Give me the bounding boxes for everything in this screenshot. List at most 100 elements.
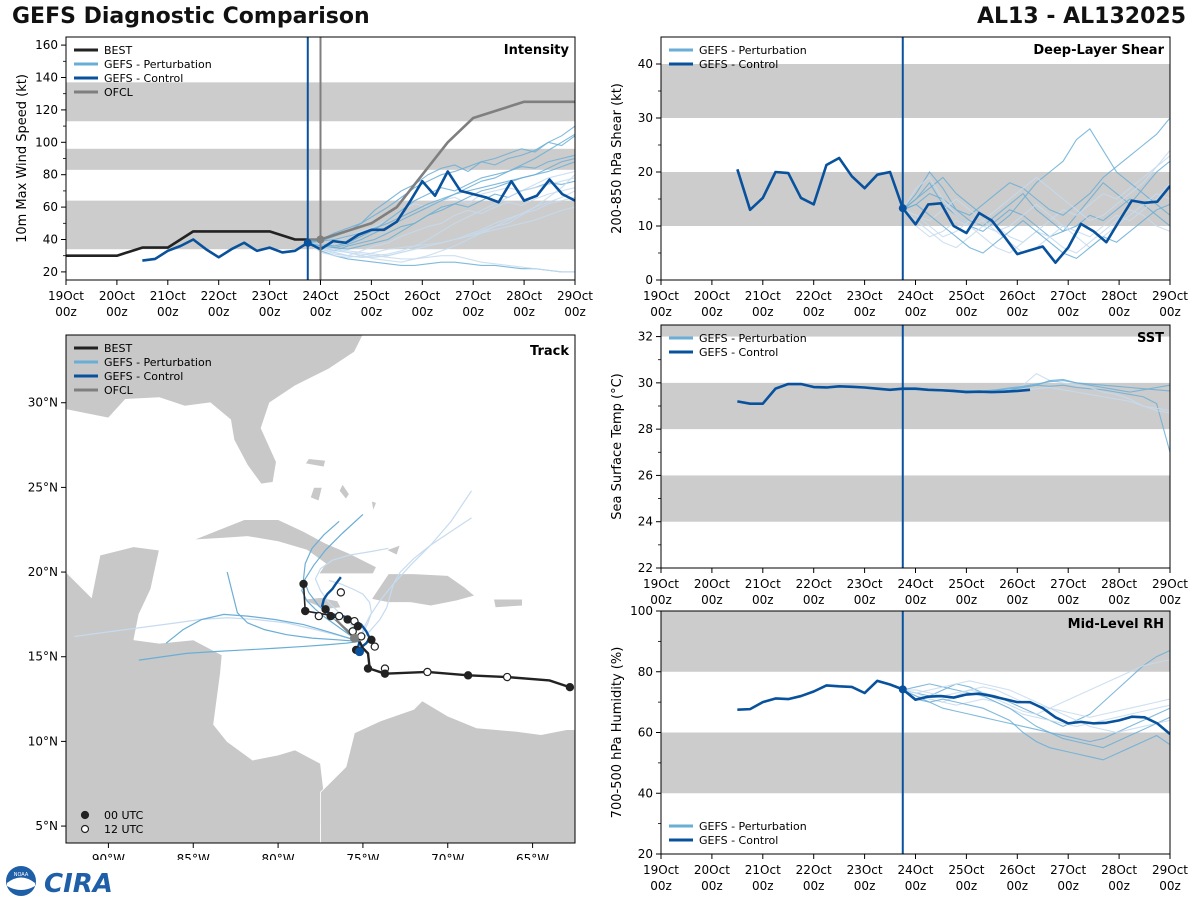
track-legend-label: OFCL bbox=[104, 384, 134, 397]
rh-xtick-label-hour: 00z bbox=[1057, 879, 1079, 893]
intensity-xtick-label-date: 21Oct bbox=[150, 289, 186, 303]
rh-xtick-label-hour: 00z bbox=[803, 879, 825, 893]
land-bahamas-5 bbox=[385, 544, 401, 556]
sst-xtick-label-date: 23Oct bbox=[847, 577, 883, 591]
intensity-series-gefs-control bbox=[142, 170, 575, 262]
track-ytick-label: 20°N bbox=[28, 565, 58, 579]
sst-xtick-label-hour: 00z bbox=[803, 593, 825, 607]
intensity-xtick-label-date: 28Oct bbox=[506, 289, 542, 303]
rh-xtick-label-hour: 00z bbox=[650, 879, 672, 893]
intensity-xtick-label-date: 24Oct bbox=[302, 289, 338, 303]
cira-logo: NOAA CIRA bbox=[4, 864, 114, 899]
noaa-emblem-text: NOAA bbox=[14, 872, 29, 878]
sst-xtick-label-hour: 00z bbox=[1108, 593, 1130, 607]
land-bahamas-3 bbox=[338, 483, 350, 500]
shear-ylabel: 200-850 hPa Shear (kt) bbox=[610, 83, 625, 234]
sst-xtick-label-hour: 00z bbox=[854, 593, 876, 607]
rh-ylabel: 700-500 hPa Humidity (%) bbox=[610, 647, 625, 819]
deep-layer-shear-chart: 0 10 20 30 40 19Oct 00z 20Oct 00z 21Oct 00z 22Oct 00… bbox=[610, 36, 1188, 319]
sst-band-0 bbox=[661, 475, 1170, 522]
track-marker-00utc bbox=[343, 615, 352, 624]
intensity-xtick-label-hour: 00z bbox=[208, 305, 230, 319]
shear-xtick-label-hour: 00z bbox=[803, 305, 825, 319]
rh-ytick-label: 20 bbox=[638, 847, 653, 861]
sst-series-gefs-control bbox=[737, 382, 1031, 405]
sst-legend-label: GEFS - Perturbation bbox=[699, 332, 807, 345]
track-xtick-label: 75°W bbox=[346, 852, 379, 860]
sst-xtick-label-hour: 00z bbox=[956, 593, 978, 607]
intensity-xtick-label-hour: 00z bbox=[462, 305, 484, 319]
rh-legend-label: GEFS - Control bbox=[699, 834, 778, 847]
rh-xtick-label-date: 21Oct bbox=[745, 863, 781, 877]
intensity-xtick-label-hour: 00z bbox=[513, 305, 535, 319]
shear-title: Deep-Layer Shear bbox=[1033, 43, 1164, 58]
intensity-ytick-label: 160 bbox=[35, 38, 58, 52]
sst-xtick-label-hour: 00z bbox=[701, 593, 723, 607]
rh-xtick-label-hour: 00z bbox=[1159, 879, 1181, 893]
rh-title: Mid-Level RH bbox=[1068, 617, 1164, 632]
shear-perturbation-line bbox=[902, 203, 1170, 260]
intensity-xtick-label-date: 19Oct bbox=[48, 289, 84, 303]
shear-xtick-label-date: 22Oct bbox=[796, 289, 832, 303]
sst-xtick-label-date: 26Oct bbox=[999, 577, 1035, 591]
shear-xtick-label-hour: 00z bbox=[1159, 305, 1181, 319]
land-hispaniola bbox=[370, 573, 476, 607]
shear-perturbation-line bbox=[902, 160, 1170, 238]
rh-xtick-label-date: 23Oct bbox=[847, 863, 883, 877]
rh-xtick-label-date: 26Oct bbox=[999, 863, 1035, 877]
sst-band-2 bbox=[661, 325, 1170, 337]
sst-xtick-label-hour: 00z bbox=[1159, 593, 1181, 607]
sst-ytick-label: 32 bbox=[638, 330, 653, 344]
intensity-ytick-label: 140 bbox=[35, 71, 58, 85]
shear-xtick-label-hour: 00z bbox=[1007, 305, 1029, 319]
shear-ytick-label: 10 bbox=[638, 219, 653, 233]
intensity-legend-label: BEST bbox=[104, 44, 132, 57]
land-puerto-rico bbox=[493, 598, 523, 609]
intensity-title: Intensity bbox=[504, 43, 570, 58]
shear-xtick-label-hour: 00z bbox=[752, 305, 774, 319]
rh-perturbation-line bbox=[902, 680, 1170, 734]
sst-xtick-label-date: 19Oct bbox=[643, 577, 679, 591]
sst-xtick-label-date: 20Oct bbox=[694, 577, 730, 591]
shear-xtick-label-hour: 00z bbox=[650, 305, 672, 319]
shear-xtick-label-date: 28Oct bbox=[1101, 289, 1137, 303]
intensity-xtick-label-hour: 00z bbox=[106, 305, 128, 319]
land-north-america bbox=[66, 335, 364, 485]
intensity-chart: 20 40 60 80 100 120 140 160 19Oct 00z 20Oct 00z 21Oc… bbox=[15, 36, 593, 319]
intensity-perturbation-line bbox=[307, 161, 575, 244]
rh-perturbation-line bbox=[902, 689, 1170, 727]
intensity-xtick-label-date: 25Oct bbox=[353, 289, 389, 303]
intensity-perturbation-line bbox=[307, 135, 575, 244]
track-xtick-label: 90°W bbox=[92, 852, 125, 860]
shear-xtick-label-date: 24Oct bbox=[897, 289, 933, 303]
track-marker-12utc bbox=[336, 588, 346, 597]
land-south-america bbox=[320, 700, 575, 843]
track-marker-00utc bbox=[363, 664, 373, 673]
rh-perturbation-line bbox=[902, 683, 1170, 749]
track-marker-00utc bbox=[367, 635, 376, 644]
track-plot-area bbox=[66, 335, 575, 843]
shear-ytick-label: 0 bbox=[645, 273, 653, 287]
intensity-perturbation-line bbox=[307, 196, 575, 263]
track-ytick-label: 30°N bbox=[28, 396, 58, 410]
sst-ytick-label: 22 bbox=[638, 561, 653, 575]
shear-legend-label: GEFS - Control bbox=[699, 58, 778, 71]
track-marker-00utc bbox=[565, 683, 575, 692]
track-map: 90°W 85°W 80°W 75°W 70°W 65°W 5°N 10°N 15°N 20°N 2… bbox=[28, 334, 576, 860]
shear-perturbation-members bbox=[902, 117, 1170, 260]
track-perturbation-members bbox=[74, 490, 473, 661]
track-perturbation-line bbox=[74, 617, 360, 643]
track-best-line bbox=[358, 640, 571, 689]
track-xtick-label: 70°W bbox=[431, 852, 464, 860]
cira-logo-text: CIRA bbox=[44, 869, 113, 898]
track-marker-00utc bbox=[353, 622, 363, 631]
track-marker-legend-symbol bbox=[80, 824, 90, 834]
track-marker-12utc bbox=[370, 642, 379, 651]
rh-perturbation-line bbox=[902, 689, 1170, 761]
rh-xtick-label-hour: 00z bbox=[701, 879, 723, 893]
rh-xtick-label-date: 25Oct bbox=[948, 863, 984, 877]
track-perturbation-line bbox=[359, 517, 472, 642]
rh-xtick-label-hour: 00z bbox=[1108, 879, 1130, 893]
rh-xtick-label-date: 20Oct bbox=[694, 863, 730, 877]
shear-xtick-label-date: 20Oct bbox=[694, 289, 730, 303]
